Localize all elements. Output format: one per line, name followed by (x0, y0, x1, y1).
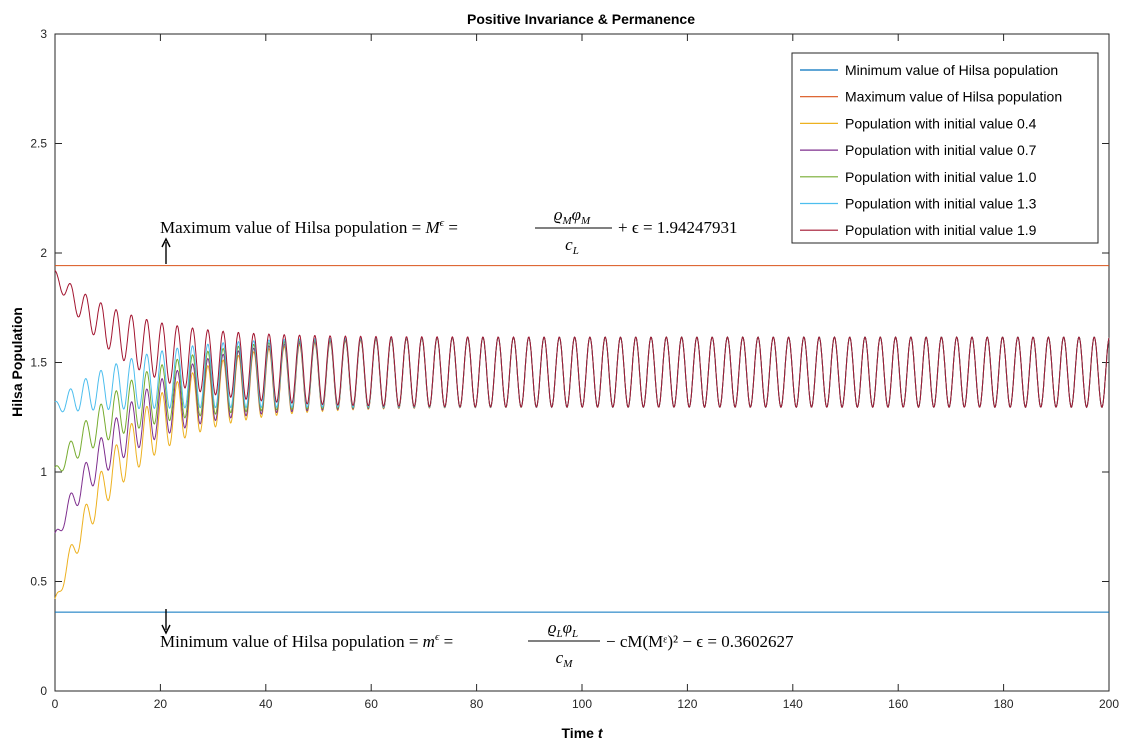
x-tick-label: 20 (154, 697, 168, 711)
legend-entry-label: Population with initial value 1.0 (845, 169, 1037, 185)
legend-entry-label: Population with initial value 0.4 (845, 115, 1037, 131)
x-tick-label: 200 (1099, 697, 1119, 711)
y-tick-label: 0.5 (30, 575, 47, 589)
annotation-min-value: − cM(Mᵋ)² − ϵ = 0.3602627 (606, 632, 794, 651)
y-tick-label: 2.5 (30, 137, 47, 151)
x-tick-label: 100 (572, 697, 592, 711)
legend-entry-label: Minimum value of Hilsa population (845, 62, 1058, 78)
annotation-max-text: Maximum value of Hilsa population = Mϵ = (160, 217, 458, 237)
series-layer (54, 265, 1110, 613)
annotation-min: Minimum value of Hilsa population = mϵ =… (160, 609, 794, 670)
legend-entry-label: Population with initial value 1.3 (845, 196, 1037, 212)
legend-entry-label: Population with initial value 0.7 (845, 142, 1037, 158)
y-tick-label: 3 (40, 27, 47, 41)
x-tick-label: 120 (677, 697, 697, 711)
legend: Minimum value of Hilsa population Maximum… (791, 52, 1099, 244)
y-tick-label: 0 (40, 684, 47, 698)
chart-title: Positive Invariance & Permanence (467, 11, 695, 27)
y-tick-label: 1.5 (30, 356, 47, 370)
annotation-min-text: Minimum value of Hilsa population = mϵ = (160, 631, 453, 651)
legend-entry-label: Population with initial value 1.9 (845, 222, 1037, 238)
legend-box (791, 52, 1099, 244)
series-line (54, 270, 1110, 409)
y-tick-label: 2 (40, 246, 47, 260)
annotation-max-arrowhead (161, 237, 171, 248)
legend-entry-label: Maximum value of Hilsa population (845, 89, 1062, 105)
y-axis-label: Hilsa Population (9, 307, 25, 417)
y-tick-label: 1 (40, 465, 47, 479)
x-tick-label: 80 (470, 697, 484, 711)
annotation-min-denominator: cM (556, 648, 574, 670)
annotation-max: Maximum value of Hilsa population = Mϵ =… (160, 205, 738, 264)
x-tick-label: 40 (259, 697, 273, 711)
y-axis-ticks: 0 0.5 1 1.5 2 2.5 3 (30, 27, 1109, 698)
x-tick-label: 0 (52, 697, 59, 711)
x-tick-label: 160 (888, 697, 908, 711)
annotation-min-arrowhead (161, 624, 171, 635)
x-axis-ticks: 0 20 40 60 80 100 120 140 160 180 200 (52, 34, 1119, 711)
x-axis-label: Time t (562, 725, 604, 741)
x-tick-label: 140 (783, 697, 803, 711)
annotation-max-value: + ϵ = 1.94247931 (618, 218, 738, 237)
annotation-min-numerator: ϱLφL (548, 618, 578, 640)
annotation-max-numerator: ϱMφM (554, 205, 591, 227)
x-tick-label: 180 (994, 697, 1014, 711)
annotation-max-denominator: cL (565, 235, 579, 257)
x-tick-label: 60 (365, 697, 379, 711)
